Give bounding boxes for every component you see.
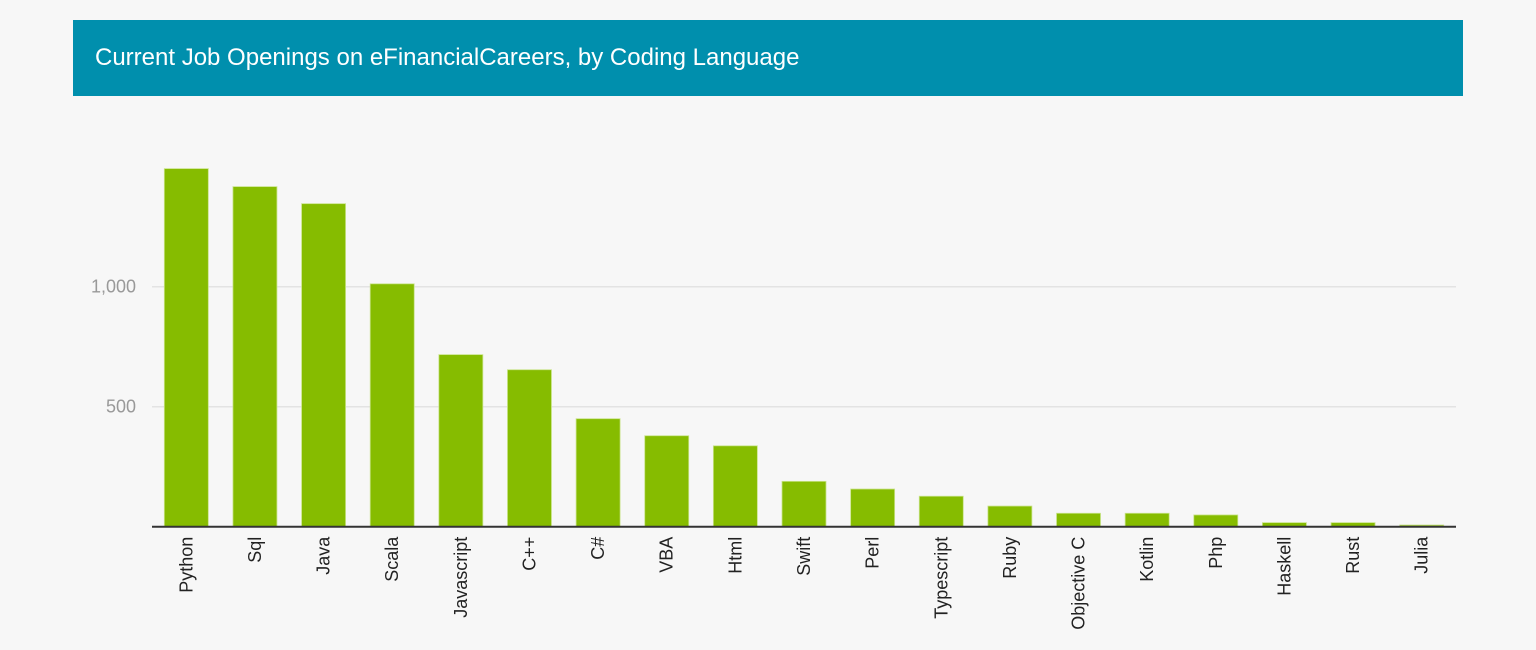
bar-scala xyxy=(369,283,415,528)
bar-php xyxy=(1193,514,1239,528)
x-tick-label: Typescript xyxy=(931,537,951,619)
bar-typescript xyxy=(918,495,964,528)
x-tick-label: Java xyxy=(314,536,334,575)
y-tick-label: 500 xyxy=(106,397,136,417)
bar-ruby xyxy=(987,505,1033,528)
bar-vba xyxy=(644,435,690,528)
x-tick-label: Sql xyxy=(245,537,265,563)
x-tick-label: C++ xyxy=(519,537,539,571)
bar-perl xyxy=(850,488,896,528)
x-tick-label: VBA xyxy=(657,537,677,573)
bar-c- xyxy=(507,369,552,528)
x-tick-label: Python xyxy=(176,537,196,593)
chart-title: Current Job Openings on eFinancialCareer… xyxy=(95,44,800,71)
x-tick-label: Objective C xyxy=(1069,537,1089,630)
bar-swift xyxy=(781,480,827,528)
x-tick-label: Scala xyxy=(382,536,402,582)
x-tick-label: Perl xyxy=(863,537,883,569)
x-tick-label: C# xyxy=(588,537,608,560)
bar-html xyxy=(712,445,758,528)
bar-kotlin xyxy=(1124,512,1170,528)
chart-header: Current Job Openings on eFinancialCareer… xyxy=(73,20,1463,96)
bar-objective-c xyxy=(1056,512,1101,528)
x-tick-label: Swift xyxy=(794,537,814,576)
x-tick-label: Ruby xyxy=(1000,537,1020,579)
x-tick-label: Rust xyxy=(1343,537,1363,574)
bar-python xyxy=(163,168,209,528)
y-tick-label: 1,000 xyxy=(91,277,136,297)
bar-c- xyxy=(575,418,621,528)
bar-javascript xyxy=(438,354,484,528)
bar-java xyxy=(301,203,346,528)
x-tick-label: Html xyxy=(725,537,745,574)
bar-sql xyxy=(232,186,278,528)
x-tick-label: Julia xyxy=(1412,536,1432,574)
x-tick-label: Javascript xyxy=(451,537,471,618)
x-tick-label: Php xyxy=(1206,537,1226,569)
x-tick-label: Haskell xyxy=(1274,537,1294,596)
x-tick-label: Kotlin xyxy=(1137,537,1157,582)
